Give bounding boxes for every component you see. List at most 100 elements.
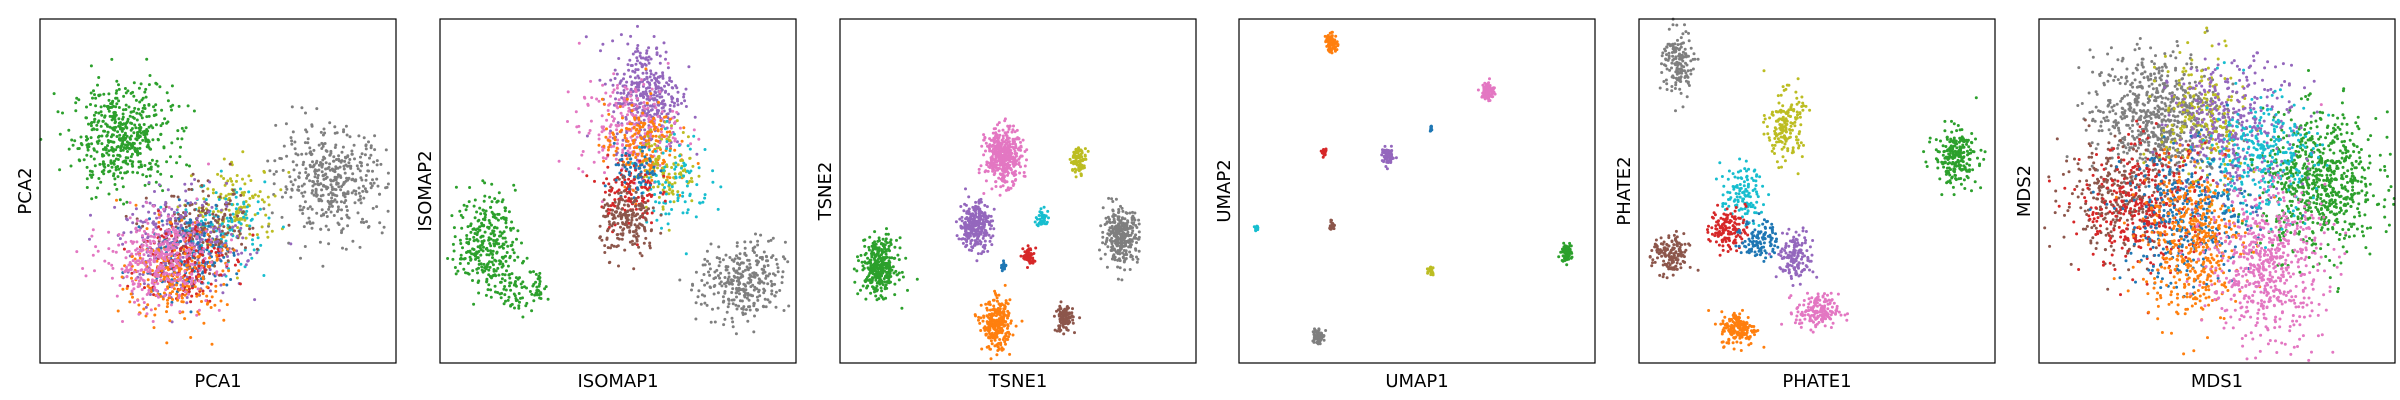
scatter-point — [248, 232, 252, 236]
scatter-point — [678, 175, 682, 179]
scatter-point — [627, 204, 631, 208]
scatter-point — [649, 125, 653, 129]
scatter-point — [131, 259, 135, 263]
scatter-point — [233, 215, 237, 219]
scatter-point — [205, 285, 209, 289]
scatter-point — [208, 264, 212, 268]
scatter-point — [658, 90, 662, 94]
scatter-point — [619, 80, 623, 83]
scatter-point — [289, 136, 293, 140]
scatter-point — [84, 274, 88, 278]
scatter-point — [111, 133, 115, 137]
scatter-point — [663, 165, 667, 169]
scatter-point — [222, 177, 226, 180]
scatter-point — [239, 193, 243, 197]
scatter-point — [169, 105, 173, 108]
scatter-point — [340, 208, 343, 212]
scatter-point — [182, 231, 186, 235]
scatter-point — [76, 147, 80, 151]
scatter-point — [197, 254, 201, 258]
scatter-point — [284, 185, 288, 189]
scatter-point — [371, 206, 375, 210]
scatter-point — [369, 153, 373, 157]
scatter-point — [636, 131, 640, 135]
scatter-point — [231, 225, 235, 229]
scatter-point — [451, 257, 455, 261]
scatter-point — [268, 169, 272, 173]
scatter-point — [173, 221, 177, 225]
scatter-point — [106, 104, 110, 108]
scatter-point — [605, 127, 608, 131]
scatter-point — [653, 142, 657, 146]
scatter-point — [184, 249, 188, 253]
scatter-point — [88, 169, 92, 173]
scatter-point — [113, 205, 117, 209]
scatter-point — [194, 249, 198, 253]
scatter-point — [640, 185, 644, 189]
scatter-point — [135, 118, 139, 122]
scatter-point — [102, 92, 106, 96]
scatter-point — [504, 240, 508, 244]
scatter-point — [163, 294, 167, 298]
scatter-point — [161, 223, 165, 227]
scatter-point — [475, 267, 479, 271]
scatter-point — [658, 54, 662, 58]
scatter-point — [586, 102, 590, 106]
scatter-point — [226, 223, 230, 227]
scatter-point — [145, 244, 149, 247]
scatter-point — [633, 70, 637, 74]
scatter-point — [659, 231, 663, 235]
scatter-point — [694, 317, 698, 321]
scatter-point — [167, 205, 171, 209]
scatter-point — [673, 139, 677, 143]
scatter-point — [230, 232, 233, 236]
scatter-point — [258, 190, 262, 194]
scatter-point — [888, 249, 891, 253]
scatter-point — [191, 286, 194, 290]
scatter-point — [655, 218, 659, 222]
scatter-point — [618, 105, 622, 109]
scatter-point — [198, 230, 202, 234]
scatter-point — [90, 234, 94, 238]
scatter-point — [483, 212, 487, 215]
scatter-point — [137, 126, 141, 130]
scatter-point — [676, 103, 680, 107]
scatter-point — [313, 169, 317, 173]
scatter-point — [157, 274, 161, 277]
scatter-point — [125, 287, 129, 290]
scatter-point — [157, 295, 160, 299]
scatter-point — [170, 285, 174, 289]
scatter-point — [149, 165, 153, 169]
scatter-point — [207, 224, 211, 228]
scatter-point — [222, 318, 226, 322]
scatter-point — [512, 292, 516, 296]
scatter-point — [657, 81, 661, 85]
scatter-point — [359, 201, 363, 205]
scatter-point — [351, 177, 355, 181]
scatter-point — [488, 242, 492, 245]
scatter-point — [237, 229, 241, 233]
scatter-point — [90, 128, 94, 132]
scatter-point — [651, 206, 655, 210]
scatter-point — [122, 94, 126, 98]
scatter-point — [649, 92, 653, 96]
scatter-point — [160, 108, 164, 112]
scatter-point — [743, 246, 747, 250]
scatter-point — [378, 221, 382, 225]
scatter-point — [346, 224, 350, 228]
scatter-point — [484, 247, 488, 251]
scatter-point — [644, 87, 648, 90]
scatter-point — [640, 254, 644, 258]
scatter-point — [240, 242, 244, 246]
scatter-point — [172, 273, 176, 277]
scatter-point — [209, 230, 213, 234]
scatter-point — [607, 220, 611, 224]
scatter-point — [99, 180, 103, 184]
scatter-point — [120, 275, 124, 279]
scatter-point — [625, 217, 629, 221]
scatter-point — [91, 228, 95, 232]
scatter-point — [89, 124, 93, 128]
scatter-point — [643, 128, 647, 132]
scatter-point — [122, 247, 126, 251]
